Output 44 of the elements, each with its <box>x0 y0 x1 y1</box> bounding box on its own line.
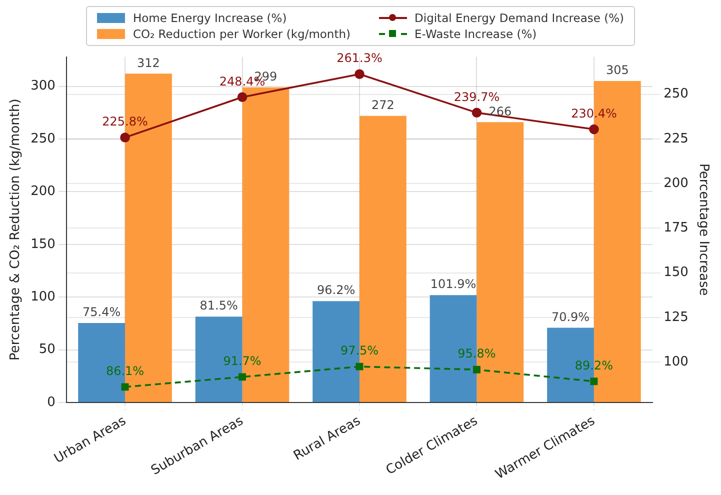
data-label: 81.5% <box>200 298 238 313</box>
y-tick-label: 50 <box>38 342 56 358</box>
legend-label: Digital Energy Demand Increase (%) <box>414 11 624 25</box>
data-label: 75.4% <box>82 305 121 320</box>
y-tick-label: 0 <box>47 394 56 410</box>
y-tick-label: 100 <box>30 289 56 304</box>
data-label: 96.2% <box>316 283 356 298</box>
y-tick-label: 200 <box>30 184 56 200</box>
y2-tick-label: 225 <box>664 131 688 146</box>
y2-axis-title: Percentage Increase <box>696 163 711 296</box>
y2-tick-label: 125 <box>664 310 688 325</box>
y2-tick-label: 100 <box>664 354 688 370</box>
data-label: 312 <box>137 56 160 70</box>
point <box>589 124 599 134</box>
y2-tick-label: 175 <box>664 220 688 236</box>
data-label: 272 <box>371 98 394 112</box>
point <box>354 69 364 80</box>
point <box>472 108 482 118</box>
y-tick-label: 250 <box>30 131 56 146</box>
y-axis-title: Percentage & CO₂ Reduction (kg/month) <box>8 98 24 361</box>
legend-label: E-Waste Increase (%) <box>414 27 537 41</box>
data-label: 86.1% <box>106 364 144 378</box>
point <box>121 383 129 391</box>
data-label: 70.9% <box>551 310 590 324</box>
data-label: 239.7% <box>454 90 500 104</box>
data-label: 266 <box>488 104 512 118</box>
y2-tick-label: 200 <box>664 176 688 191</box>
data-label: 95.8% <box>458 346 496 361</box>
point <box>473 366 480 374</box>
point <box>356 362 364 370</box>
data-label: 305 <box>606 63 629 78</box>
point <box>238 373 246 381</box>
legend-label: Home Energy Increase (%) <box>132 11 287 25</box>
data-label: 101.9% <box>430 277 476 292</box>
point <box>237 92 248 102</box>
y2-tick-label: 150 <box>664 265 688 280</box>
legend-label: CO₂ Reduction per Worker (kg/month) <box>132 27 351 41</box>
point <box>590 378 598 386</box>
data-label: 97.5% <box>340 344 379 358</box>
point <box>120 132 130 142</box>
data-label: 261.3% <box>336 51 382 66</box>
y-tick-label: 300 <box>30 78 56 94</box>
y-tick-label: 150 <box>30 236 56 252</box>
y2-tick-label: 250 <box>664 86 688 102</box>
